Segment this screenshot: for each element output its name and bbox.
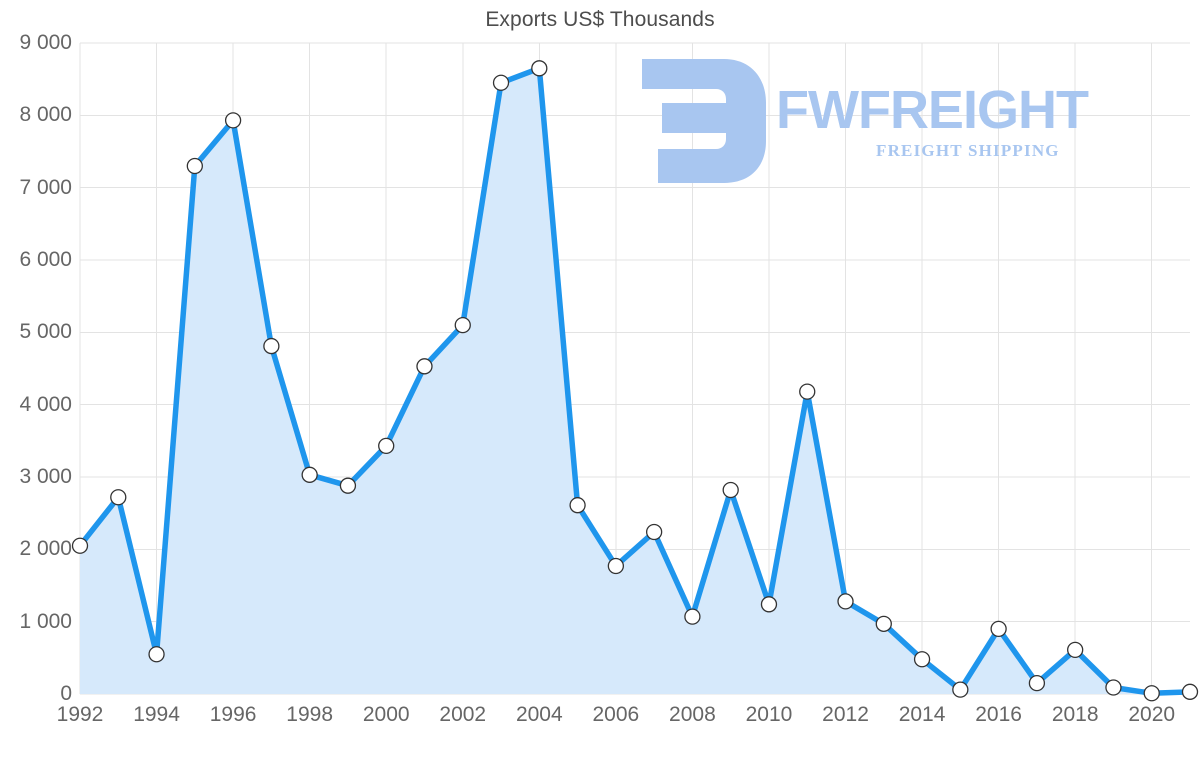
- x-axis-tick-label: 2014: [898, 703, 946, 726]
- data-point-marker[interactable]: 2006: 1770: [607, 557, 625, 575]
- x-axis-tick-label: 2000: [362, 703, 410, 726]
- data-point-marker[interactable]: 1998: 3030: [301, 466, 318, 483]
- data-point-marker[interactable]: 2002: 5100: [454, 316, 471, 334]
- data-point-marker[interactable]: 2013: 970: [875, 615, 892, 632]
- data-point-marker[interactable]: 2005: 2610: [569, 497, 586, 514]
- data-point-marker[interactable]: 1994: 550: [148, 646, 165, 663]
- y-axis-tick-label: 5 000: [19, 320, 72, 344]
- data-point-marker[interactable]: 1997: 4810: [263, 337, 280, 355]
- x-axis-tick-label: 2002: [439, 703, 487, 726]
- data-point-markers: 1992: 2050 1993: 2720 1994: 550 1995: 7300 1…: [71, 60, 1199, 702]
- y-axis: 0 1 000 2 000 3 000 4 000 5 000 6 000 7 000 8 00…: [0, 0, 72, 763]
- y-axis-tick-label: 1 000: [19, 609, 72, 633]
- data-point-marker[interactable]: 2016: 900: [990, 620, 1007, 638]
- x-axis-tick-label: 2012: [822, 703, 869, 726]
- data-point-marker[interactable]: 2021: 30: [1181, 683, 1199, 700]
- x-axis-tick-label: 1998: [286, 703, 333, 726]
- data-point-marker[interactable]: 2019: 90: [1105, 679, 1122, 696]
- area-fill: [80, 68, 1190, 694]
- y-axis-tick-label: 6 000: [19, 248, 72, 271]
- y-axis-tick-label: 7 000: [19, 175, 72, 199]
- x-axis-tick-label: 2016: [975, 703, 1022, 726]
- data-point-marker[interactable]: 2008: 1070: [684, 608, 701, 625]
- data-point-marker[interactable]: 1995: 7300: [186, 157, 203, 175]
- data-point-marker[interactable]: 2014: 480: [913, 651, 931, 668]
- y-axis-tick-label: 0: [60, 682, 72, 705]
- x-axis-tick-label: 2004: [515, 703, 563, 726]
- y-axis-tick-label: 8 000: [19, 103, 72, 127]
- x-axis-tick-label: 2006: [592, 703, 640, 726]
- x-axis-tick-label: 1996: [209, 703, 257, 726]
- chart-title: Exports US$ Thousands: [485, 8, 715, 31]
- data-point-marker[interactable]: 2017: 150: [1028, 675, 1046, 692]
- x-axis-tick-label: 1992: [56, 703, 104, 726]
- data-point-marker[interactable]: 2011: 4180: [799, 383, 816, 400]
- data-point-marker[interactable]: 2009: 2820: [722, 481, 739, 499]
- data-point-marker[interactable]: 2018: 610: [1067, 641, 1084, 659]
- data-point-marker[interactable]: 1992: 2050: [71, 537, 89, 554]
- data-point-marker[interactable]: 1999: 2880: [339, 477, 357, 494]
- data-point-marker[interactable]: 2012: 1280: [837, 593, 854, 610]
- x-axis-tick-label: 2008: [669, 703, 716, 726]
- series-line: [77, 65, 1193, 697]
- data-point-marker[interactable]: 1996: 7930: [224, 112, 242, 129]
- y-axis-tick-label: 2 000: [19, 537, 72, 561]
- data-point-marker[interactable]: 2010: 1240: [760, 596, 778, 613]
- data-point-marker[interactable]: 2003: 8450: [492, 74, 510, 91]
- x-axis-tick-label: 2018: [1051, 703, 1099, 726]
- y-axis-tick-label: 9 000: [19, 31, 72, 54]
- data-point-marker[interactable]: 2007: 2240: [645, 523, 663, 541]
- y-axis-tick-label: 4 000: [19, 392, 72, 416]
- data-point-marker[interactable]: 1993: 2720: [110, 489, 127, 506]
- x-axis-tick-label: 2020: [1128, 703, 1176, 726]
- y-axis-tick-label: 3 000: [19, 465, 72, 488]
- x-axis-tick-label: 2010: [745, 703, 793, 726]
- data-point-marker[interactable]: 2004: 8650: [531, 60, 548, 77]
- data-point-marker[interactable]: 2000: 3430: [378, 437, 395, 455]
- data-point-marker[interactable]: 2020: 10: [1143, 685, 1160, 702]
- data-point-marker[interactable]: 2001: 4530: [416, 358, 433, 375]
- x-axis-tick-label: 1994: [133, 703, 180, 726]
- data-point-marker[interactable]: 2015: 60: [952, 681, 969, 698]
